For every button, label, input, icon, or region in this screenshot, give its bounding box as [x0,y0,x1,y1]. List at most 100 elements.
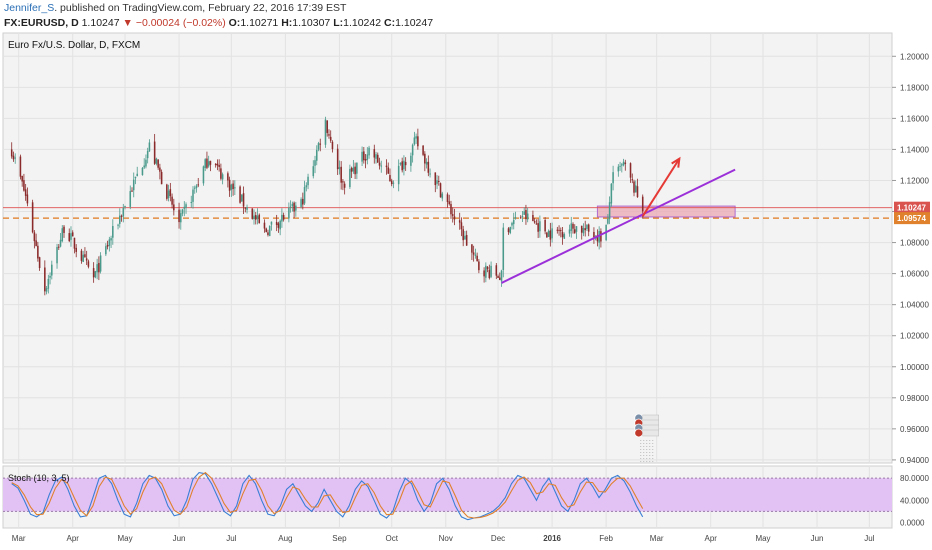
candle-body [267,232,269,235]
price-change: −0.00024 (−0.02%) [135,17,226,29]
candle-body [338,167,341,170]
candle-body [178,209,180,223]
trendline[interactable] [501,168,736,284]
open-label: O: [228,17,241,29]
candle-body [629,163,632,178]
candle-body [291,203,294,207]
candle-body [314,160,316,166]
candle-body [253,215,255,219]
candle-body [132,179,135,191]
candle-body [499,277,501,280]
candle-body [415,136,417,139]
candle-body [31,202,34,233]
candle-body [634,185,637,193]
y-tick-label: 0.94000 [900,456,929,465]
candle-body [580,225,583,233]
ohlc-line: FX:EURUSD, D 1.10247 ▼ −0.00024 (−0.02%)… [4,17,433,29]
candle-body [486,266,489,270]
candle-body [390,180,393,185]
event-flag-icon[interactable] [634,428,644,438]
candle-body [471,244,473,253]
candle-body [289,206,292,208]
stoch-axis[interactable]: 80.0000 40.0000 0.0000 [900,474,929,527]
time-axis[interactable]: Mar Apr May Jun Jul Aug Sep Oct Nov Dec 2016 Feb Mar… [12,534,875,543]
support-zone-rect[interactable] [596,205,736,218]
published-text: . published on TradingView.com, February… [54,2,347,14]
candle-body [146,151,149,159]
arrow-head-icon [671,156,681,168]
candle-body [582,227,585,234]
candle-body [122,207,125,217]
candle-body [80,250,83,261]
candle-body [450,204,452,215]
candle-body [608,202,611,220]
candle-body [368,147,370,156]
candle-body [363,151,365,161]
candle-body [197,184,200,186]
stoch-y-tick-label: 80.0000 [900,474,929,483]
candle-body [180,213,182,223]
candle-body [157,159,159,168]
up-arrow-line[interactable] [641,158,681,217]
price-axis[interactable]: 1.200001.180001.160001.140001.120001.100… [892,52,929,465]
candle-body [329,136,332,141]
candle-body [148,142,151,152]
x-tick-label: Jun [811,534,824,543]
candle-body [153,141,156,164]
close-value: 1.10247 [395,17,434,29]
candle-body [439,183,442,198]
candle-body [37,245,39,259]
support-zone[interactable] [596,205,736,218]
candle-body [119,215,121,224]
candle-body [84,254,86,258]
drawings[interactable] [501,156,736,284]
candle-body [521,215,524,217]
candle-body [561,232,564,238]
price-pane[interactable] [2,32,893,464]
candle-body [279,220,281,230]
candle-body [507,228,510,233]
candle-body [558,229,560,231]
x-tick-label: 2016 [543,534,561,543]
candle-body [462,229,464,241]
candle-body [617,166,620,172]
candle-body [251,208,254,219]
event-icons[interactable] [634,413,659,463]
candle-body [526,213,529,220]
candle-body [35,240,37,246]
candle-body [525,209,527,220]
candle-body [110,238,112,241]
last-price-tag [894,201,930,214]
y-tick-label: 0.96000 [900,425,929,434]
candle-body [596,235,599,242]
candle-body [281,214,283,222]
candle-body [425,161,428,165]
candle-body [44,267,46,292]
candle-body [68,233,71,242]
x-tick-label: May [755,534,770,543]
candle-body [584,228,586,231]
candle-body [385,165,388,168]
candle-body [352,167,355,172]
candle-body [485,265,487,278]
candle-body [263,222,266,229]
high-value: 1.10307 [292,17,331,29]
candle-body [641,196,644,212]
candle-body [586,224,588,229]
candle-body [105,246,107,255]
candle-body [38,257,41,269]
candle-body [302,198,304,205]
candle-body [429,173,431,175]
candle-body [532,214,534,222]
candle-body [82,254,84,263]
stoch-lines [3,471,892,521]
candle-body [474,254,477,256]
x-tick-label: Jul [226,534,236,543]
candle-body [573,229,576,234]
candle-body [183,206,186,209]
candles[interactable] [10,116,644,296]
author-link[interactable]: Jennifer_S [4,2,55,14]
candle-body [288,207,290,219]
candle-body [206,158,208,168]
